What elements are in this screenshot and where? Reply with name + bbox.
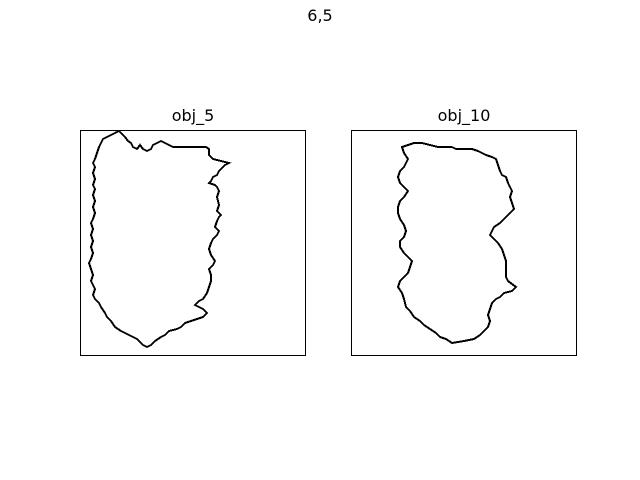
contour-image-obj-10 [396,142,518,345]
panel-frame-obj-5 [80,130,306,356]
panel-title-obj-5: obj_5 [171,106,215,125]
panel-title-obj-10: obj_10 [437,106,491,125]
contour-image-obj-5 [87,131,232,349]
panel-frame-obj-10 [351,130,577,356]
object-outline-obj-10 [396,142,518,345]
object-outline-obj-5 [87,131,232,349]
figure-title: 6,5 [307,6,333,25]
